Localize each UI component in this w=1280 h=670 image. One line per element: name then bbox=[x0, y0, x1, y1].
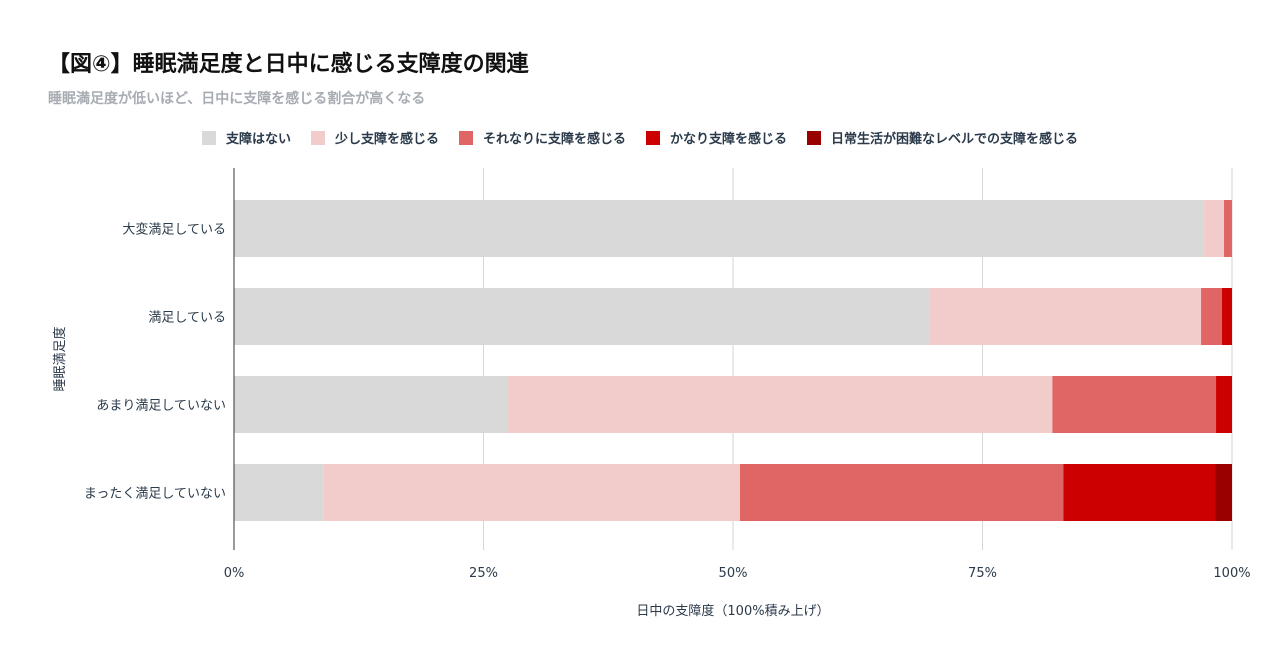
legend-label: 日常生活が困難なレベルでの支障を感じる bbox=[831, 132, 1079, 147]
bar-segment bbox=[234, 200, 1205, 257]
bar-segment bbox=[1063, 464, 1216, 521]
chart-subtitle: 睡眠満足度が低いほど、日中に支障を感じる割合が高くなる bbox=[48, 91, 426, 107]
bar-segment bbox=[323, 464, 740, 521]
legend-swatch bbox=[646, 130, 660, 145]
bar-segment bbox=[234, 464, 324, 521]
y-tick-label: 満足している bbox=[148, 311, 226, 326]
legend-item: 日常生活が困難なレベルでの支障を感じる bbox=[807, 128, 1078, 147]
bar-segment bbox=[929, 288, 1202, 345]
chart-title: 【図④】睡眠満足度と日中に感じる支障度の関連 bbox=[48, 52, 529, 77]
legend-swatch bbox=[807, 130, 822, 145]
legend-item: かなり支障を感じる bbox=[646, 128, 787, 147]
legend-swatch bbox=[310, 130, 325, 145]
legend-label: かなり支障を感じる bbox=[670, 132, 788, 147]
bar-segment bbox=[1216, 376, 1232, 433]
legend-item: 少し支障を感じる bbox=[310, 128, 439, 147]
y-tick-label: まったく満足していない bbox=[84, 487, 226, 502]
bar-segment bbox=[1222, 288, 1232, 345]
legend-item: 支障はない bbox=[201, 128, 291, 147]
y-axis-title: 睡眠満足度 bbox=[52, 326, 68, 391]
x-tick-label: 25% bbox=[469, 566, 498, 581]
bar-segment bbox=[739, 464, 1064, 521]
bar-segment bbox=[1052, 376, 1217, 433]
bar-segment bbox=[507, 376, 1053, 433]
legend-swatch bbox=[458, 130, 473, 145]
bar-segment bbox=[234, 376, 508, 433]
bar-segment bbox=[1204, 200, 1225, 257]
legend-item: それなりに支障を感じる bbox=[458, 128, 626, 147]
bar-segment bbox=[1224, 200, 1232, 257]
legend-swatch bbox=[201, 130, 216, 145]
legend-label: それなりに支障を感じる bbox=[482, 132, 626, 147]
legend-label: 支障はない bbox=[225, 132, 291, 147]
x-tick-label: 0% bbox=[224, 566, 245, 581]
y-tick-label: あまり満足していない bbox=[96, 399, 226, 414]
x-tick-label: 100% bbox=[1213, 566, 1250, 581]
bar-segment bbox=[1215, 464, 1232, 521]
legend: 支障はない 少し支障を感じる それなりに支障を感じる かなり支障を感じる 日常生活が困難… bbox=[0, 128, 1280, 147]
x-axis-title: 日中の支障度（100%積み上げ） bbox=[636, 603, 829, 619]
x-tick-label: 75% bbox=[968, 566, 997, 581]
x-tick-label: 50% bbox=[719, 566, 748, 581]
bar-segment bbox=[1201, 288, 1223, 345]
y-tick-label: 大変満足している bbox=[122, 222, 226, 238]
bar-segment bbox=[234, 288, 930, 345]
legend-label: 少し支障を感じる bbox=[334, 132, 439, 147]
